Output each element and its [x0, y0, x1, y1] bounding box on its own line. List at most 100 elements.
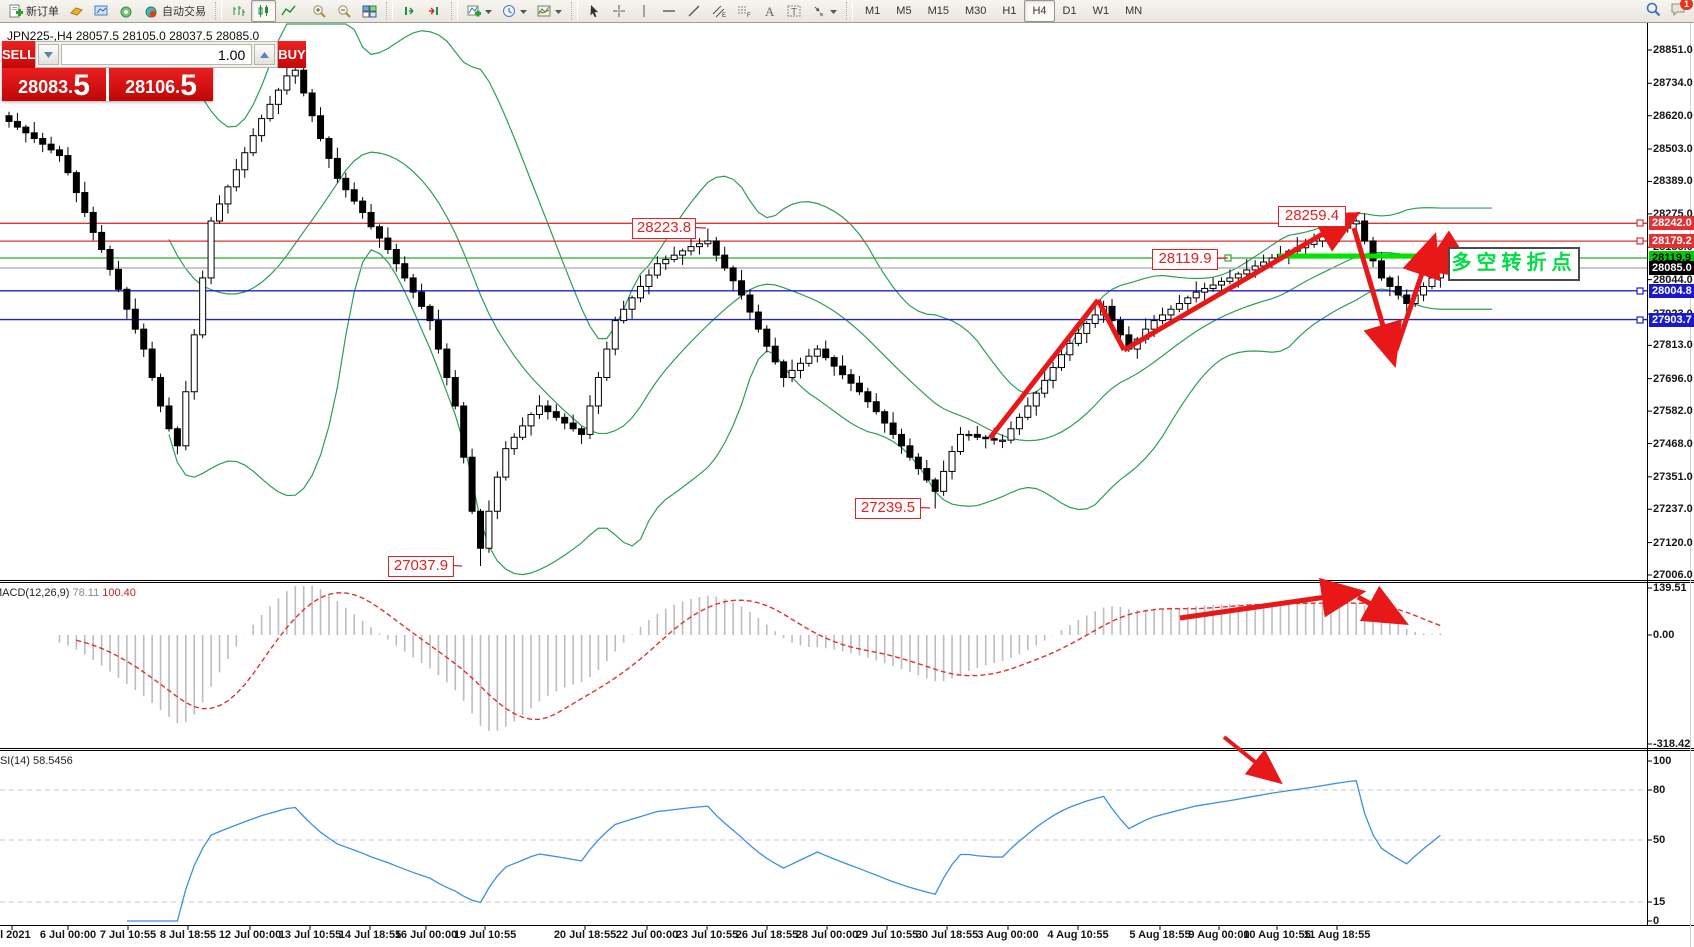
volume-decrease-button[interactable]	[38, 44, 60, 65]
timeframe-m1-button-label: M1	[865, 5, 881, 17]
time-axis-label: 13 Jul 10:55	[278, 929, 342, 941]
text-button[interactable]: A	[757, 0, 782, 22]
candlestick-button[interactable]	[251, 0, 276, 22]
time-axis-label: 8 Jul 18:55	[159, 929, 217, 941]
price-callout[interactable]: 27037.9	[388, 556, 454, 577]
indicators-icon	[467, 4, 482, 19]
auto-scroll-button[interactable]	[397, 0, 422, 22]
toolbar-separator	[451, 2, 458, 20]
arrows-button[interactable]	[807, 0, 842, 22]
turning-point-annotation[interactable]: 多空转折点	[1448, 247, 1580, 281]
price-axis-tick: 27813.0	[1653, 339, 1693, 352]
timeframe-w1-button[interactable]: W1	[1085, 0, 1118, 22]
time-axis-label: 19 Jul 10:55	[453, 929, 517, 941]
new-order-button-label: 新订单	[26, 6, 59, 18]
arrows-icon	[812, 4, 827, 19]
sell-price-main: 28083.	[18, 77, 74, 97]
timeframe-m30-button[interactable]: M30	[957, 0, 994, 22]
time-axis-label: 12 Jul 00:00	[218, 929, 282, 941]
chart-shift-button[interactable]	[422, 0, 447, 22]
price-axis-tick: 28620.0	[1653, 109, 1693, 122]
sell-price-big-digit: 5	[73, 69, 90, 102]
notifications-icon[interactable]: 1	[1671, 0, 1693, 20]
new-order-icon	[8, 4, 23, 19]
rsi-axis-tick: 100	[1653, 755, 1672, 767]
cursor-button[interactable]	[582, 0, 607, 22]
candlestick-icon	[256, 4, 271, 19]
timeframe-mn-button[interactable]: MN	[1117, 0, 1150, 22]
volume-increase-button[interactable]	[254, 44, 276, 65]
template-button[interactable]	[532, 0, 567, 22]
time-axis-label: 11 Aug 18:55	[1303, 929, 1371, 941]
timeframe-m15-button[interactable]: M15	[920, 0, 957, 22]
zoom-in-icon	[312, 4, 327, 19]
time-axis-label: 5 Aug 18:55	[1129, 929, 1191, 941]
text-icon: A	[762, 4, 777, 19]
buy-price[interactable]: 28106. 5	[109, 68, 213, 101]
time-axis-label: 9 Aug 00:00	[1188, 929, 1250, 941]
price-axis-tick: 27006.0	[1653, 568, 1693, 581]
price-axis-tick: 27582.0	[1653, 405, 1693, 418]
trendline-icon	[687, 4, 702, 19]
buy-button[interactable]: BUY	[278, 41, 306, 68]
sell-price[interactable]: 28083. 5	[2, 68, 106, 101]
period-button[interactable]	[497, 0, 532, 22]
dropdown-caret-icon[interactable]	[830, 9, 837, 14]
channel-button[interactable]: E	[707, 0, 732, 22]
new-order-button[interactable]: 新订单	[3, 0, 64, 22]
crosshair-button[interactable]	[607, 0, 632, 22]
fibonacci-icon: F	[737, 4, 752, 19]
tile-windows-button[interactable]	[357, 0, 382, 22]
sell-button[interactable]: SELL	[2, 41, 36, 68]
market-watch-button[interactable]	[89, 0, 114, 22]
timeframe-h4-button[interactable]: H4	[1024, 0, 1055, 22]
line-chart-button[interactable]	[276, 0, 301, 22]
time-axis-label: 30 Jul 18:55	[915, 929, 979, 941]
dropdown-caret-icon[interactable]	[520, 9, 527, 14]
chart-window[interactable]: JPN225-,H4 28057.5 28105.0 28037.5 28085…	[0, 22, 1694, 947]
time-axis-label: 7 Jul 10:55	[99, 929, 157, 941]
time-axis-label: 3 Aug 00:00	[977, 929, 1039, 941]
vline-icon	[637, 4, 652, 19]
rsi-axis-tick: 15	[1653, 896, 1666, 908]
price-tag: 27903.7	[1649, 312, 1694, 327]
price-callout[interactable]: 28259.4	[1278, 206, 1346, 227]
chart-canvas[interactable]	[0, 22, 1694, 947]
price-callout[interactable]: 27239.5	[855, 498, 921, 519]
trendline-button[interactable]	[682, 0, 707, 22]
bar-chart-button[interactable]	[226, 0, 251, 22]
timeframe-m5-button[interactable]: M5	[888, 0, 919, 22]
vline-button[interactable]	[632, 0, 657, 22]
price-axis-tick: 28389.0	[1653, 175, 1693, 188]
hline-button[interactable]	[657, 0, 682, 22]
toolbar-separator	[215, 2, 222, 20]
price-callout[interactable]: 28223.8	[632, 218, 696, 239]
price-callout[interactable]: 28119.9	[1152, 249, 1218, 270]
time-axis-label: 10 Aug 10:55	[1243, 929, 1311, 941]
dropdown-caret-icon[interactable]	[555, 9, 562, 14]
timeframe-m1-button[interactable]: M1	[857, 0, 888, 22]
timeframe-m5-button-label: M5	[896, 5, 912, 17]
fibonacci-button[interactable]: F	[732, 0, 757, 22]
signals-button[interactable]	[114, 0, 139, 22]
zoom-out-button[interactable]	[332, 0, 357, 22]
search-icon[interactable]	[1646, 2, 1661, 20]
volume-input[interactable]	[61, 44, 253, 65]
autotrade-button[interactable]: 自动交易	[139, 0, 211, 22]
time-axis-label: 29 Jul 10:55	[855, 929, 919, 941]
dropdown-caret-icon[interactable]	[485, 9, 492, 14]
timeframe-h4-button-label: H4	[1032, 5, 1047, 17]
label-button[interactable]: T	[782, 0, 807, 22]
price-axis-tick: 27237.0	[1653, 503, 1693, 516]
time-axis-label: 22 Jul 00:00	[615, 929, 679, 941]
zoom-in-button[interactable]	[307, 0, 332, 22]
time-axis-label: 6 Jul 00:00	[39, 929, 97, 941]
price-axis-tick: 27351.0	[1653, 470, 1693, 483]
time-axis-label: 23 Jul 10:55	[675, 929, 739, 941]
timeframe-d1-button[interactable]: D1	[1055, 0, 1085, 22]
charts-bar-button[interactable]	[64, 0, 89, 22]
indicators-button[interactable]	[462, 0, 497, 22]
timeframe-m30-button-label: M30	[964, 5, 987, 17]
symbol-title: JPN225-,H4 28057.5 28105.0 28037.5 28085…	[7, 29, 260, 43]
timeframe-h1-button[interactable]: H1	[994, 0, 1024, 22]
